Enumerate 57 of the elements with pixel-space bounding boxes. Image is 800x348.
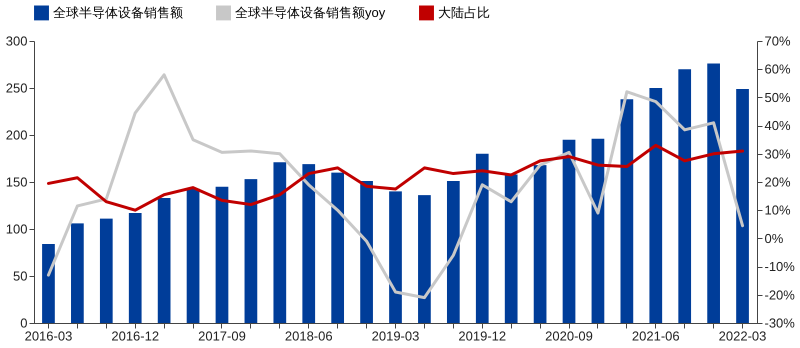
x-tick-label: 2019-03: [372, 328, 420, 344]
y-tick-label: 250: [6, 80, 28, 96]
y2-tick-label: 30%: [764, 146, 791, 162]
x-tick-label: 2022-03: [718, 328, 766, 344]
line-series: [46, 144, 744, 212]
bar: [331, 172, 344, 323]
bar: [707, 64, 720, 323]
bar: [216, 186, 228, 323]
legend-label: 全球半导体设备销售额: [53, 4, 183, 20]
x-tick-label: 2017-09: [198, 328, 246, 344]
y2-tick-label: 70%: [764, 34, 791, 48]
x-tick-label: 2016-03: [24, 328, 72, 344]
x-tick-label: 2020-09: [545, 328, 593, 344]
y-tick-label: 0: [20, 316, 28, 330]
y-tick-label: 300: [6, 34, 28, 48]
bar: [158, 198, 170, 323]
y-tick-label: 100: [6, 222, 28, 236]
bar: [592, 138, 604, 323]
y-tick-label: 50: [13, 268, 28, 284]
x-tick-label: 2021-06: [632, 328, 680, 344]
legend-label: 全球半导体设备销售额yoy: [235, 4, 386, 20]
bar: [186, 188, 200, 323]
y-tick-label: 200: [6, 128, 28, 142]
y2-tick-label: -10%: [764, 259, 796, 274]
y-tick-label: 150: [6, 174, 28, 190]
y2-tick-label: -20%: [764, 287, 796, 302]
y2-tick-label: 0%: [764, 230, 784, 246]
bar: [736, 88, 749, 323]
y2-tick-label: 50%: [764, 90, 791, 105]
x-tick-label: 2018-06: [284, 328, 333, 344]
bar: [273, 162, 286, 323]
x-tick-label: 2016-12: [111, 328, 160, 344]
y2-tick-label: 60%: [764, 62, 791, 77]
bar: [128, 213, 142, 323]
bar: [42, 244, 55, 323]
bar: [100, 218, 113, 323]
bar: [389, 191, 402, 323]
bar: [446, 181, 460, 323]
bar: [649, 88, 662, 323]
bar: [71, 223, 84, 323]
bar: [360, 181, 373, 323]
y2-tick-label: 10%: [764, 202, 791, 218]
y2-tick-label: -30%: [764, 316, 796, 330]
bar: [302, 164, 316, 323]
bar: [534, 165, 546, 323]
y2-tick-label: 20%: [764, 174, 791, 190]
bar: [620, 99, 634, 323]
y2-tick-label: 40%: [764, 118, 791, 134]
bar: [244, 179, 258, 323]
bar: [504, 174, 518, 323]
bar: [678, 69, 692, 323]
bar: [418, 195, 431, 323]
line-series: [46, 73, 744, 300]
legend-label: 大陆占比: [438, 4, 490, 20]
bar: [476, 154, 489, 323]
bar: [562, 140, 576, 323]
x-tick-label: 2019-12: [458, 328, 506, 344]
